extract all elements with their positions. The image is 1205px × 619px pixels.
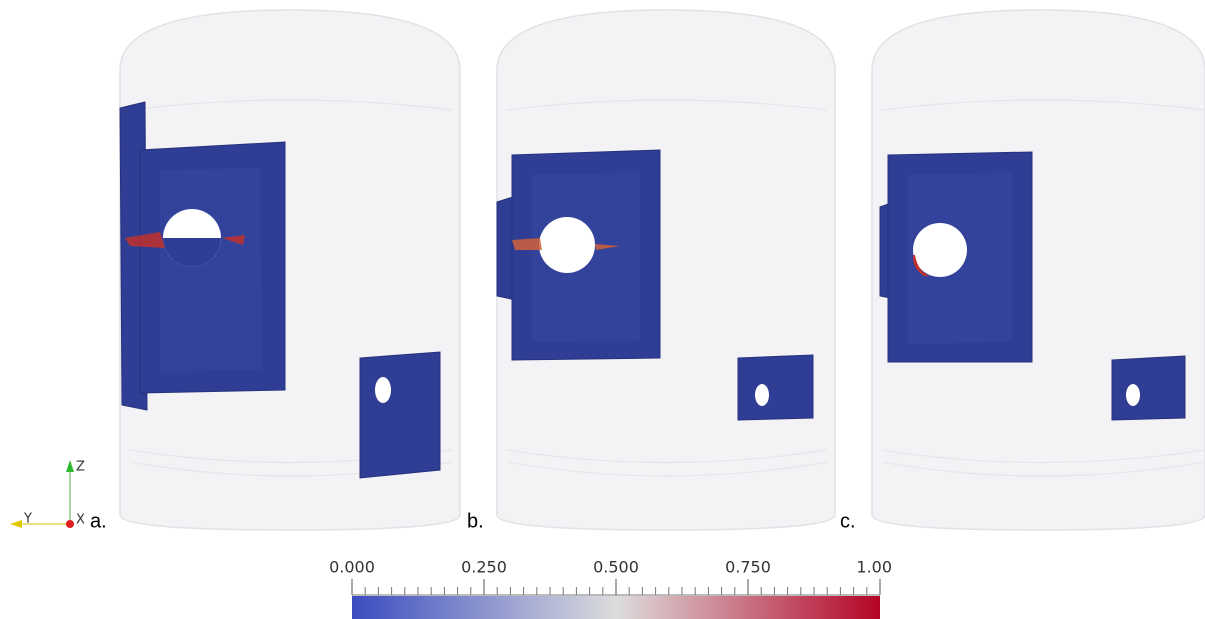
axis-label-x: X: [76, 513, 85, 528]
panel-label: a.: [90, 510, 107, 532]
panel-label: b.: [467, 510, 484, 532]
vessel-a: [119, 9, 461, 531]
colorbar: 0.000 0.250 0.500 0.750 1.00: [329, 558, 892, 619]
panel-label: c.: [840, 510, 856, 532]
axis-label-y: Y: [23, 512, 32, 527]
vessel-c: [871, 9, 1205, 531]
axis-label-z: Z: [76, 460, 85, 475]
colorbar-tick-label: 1.00: [856, 558, 892, 577]
axes-triad: Z Y X: [10, 460, 85, 528]
colorbar-tick-label: 0.500: [593, 558, 639, 577]
vessel-b: [496, 9, 836, 531]
colorbar-tick-label: 0.750: [725, 558, 771, 577]
colorbar-gradient: [352, 596, 880, 619]
colorbar-tick-label: 0.000: [329, 558, 375, 577]
colorbar-tick-label: 0.250: [461, 558, 507, 577]
